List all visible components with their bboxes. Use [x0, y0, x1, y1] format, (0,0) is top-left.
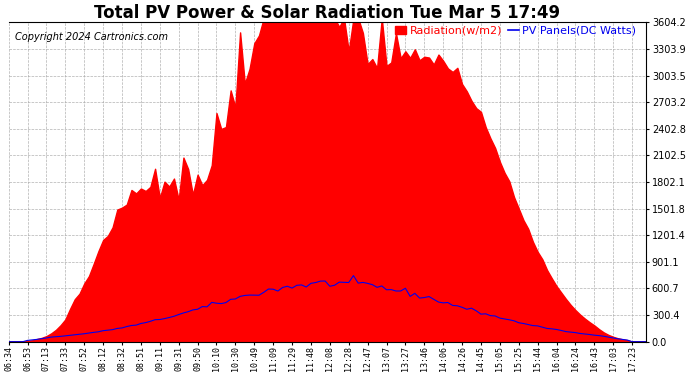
- Title: Total PV Power & Solar Radiation Tue Mar 5 17:49: Total PV Power & Solar Radiation Tue Mar…: [95, 4, 560, 22]
- Legend: Radiation(w/m2), PV Panels(DC Watts): Radiation(w/m2), PV Panels(DC Watts): [391, 21, 641, 40]
- Text: Copyright 2024 Cartronics.com: Copyright 2024 Cartronics.com: [15, 32, 168, 42]
